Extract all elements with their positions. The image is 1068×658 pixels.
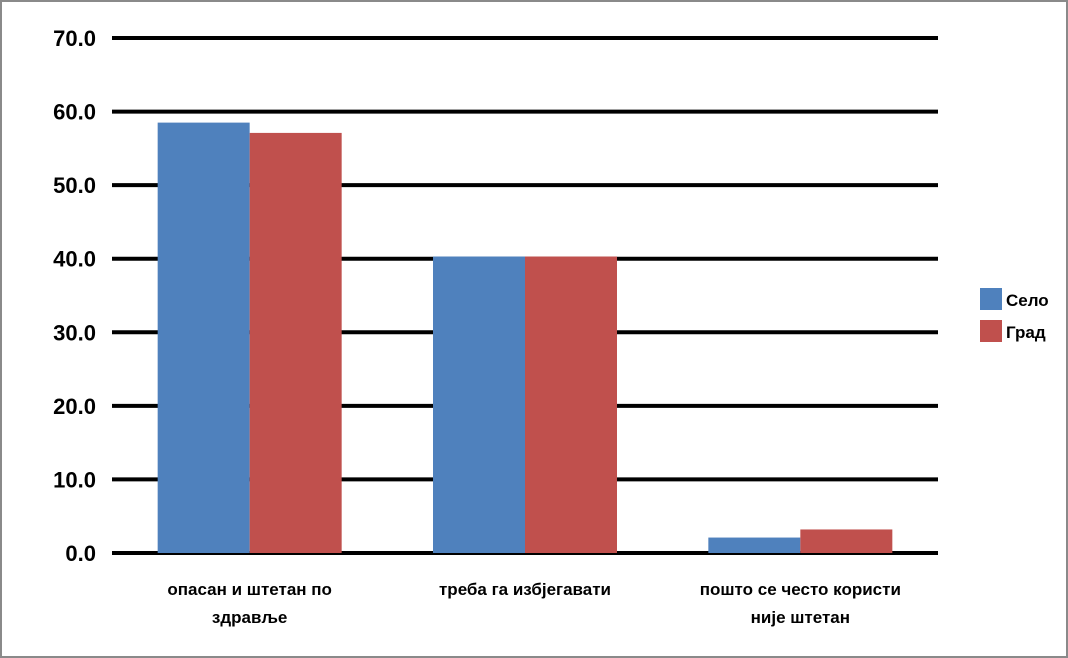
x-category-label: опасан и штетан по здравље [167, 580, 332, 627]
bar-Село-2 [708, 537, 801, 553]
bar-Село-1 [433, 256, 525, 553]
bar-Село-0 [157, 122, 250, 553]
axes: 0.0 10.0 20.0 30.0 40.0 50.0 60.0 70.0 опасан и … [53, 26, 901, 627]
y-tick-label: 10.0 [53, 467, 96, 492]
y-tick-label: 70.0 [53, 26, 96, 51]
x-category-label-line: треба га избјегавати [439, 580, 611, 599]
bars [157, 122, 893, 553]
y-tick-label: 50.0 [53, 173, 96, 198]
x-category-label-line: није штетан [751, 608, 850, 627]
legend-label: Село [1006, 291, 1049, 310]
y-tick-label: 20.0 [53, 394, 96, 419]
bar-Град-0 [249, 132, 342, 553]
legend-swatch [980, 288, 1002, 310]
x-category-label: пошто се често користи није штетан [700, 580, 901, 627]
legend-label: Град [1006, 323, 1046, 342]
x-category-label: треба га избјегавати [439, 580, 611, 599]
bar-Град-1 [525, 256, 617, 553]
bar-Град-2 [800, 529, 893, 553]
x-category-label-line: здравље [212, 608, 287, 627]
x-category-label-line: пошто се често користи [700, 580, 901, 599]
legend: Село Град [980, 288, 1049, 342]
legend-swatch [980, 320, 1002, 342]
x-category-label-line: опасан и штетан по [167, 580, 332, 599]
y-tick-label: 60.0 [53, 100, 96, 125]
y-tick-label: 30.0 [53, 320, 96, 345]
y-tick-label: 40.0 [53, 247, 96, 272]
y-tick-label: 0.0 [65, 541, 96, 566]
